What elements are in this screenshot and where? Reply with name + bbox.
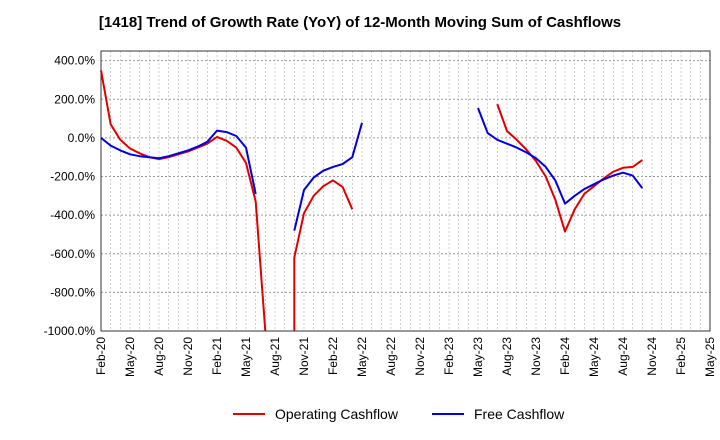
free-cashflow-line: [100, 129, 257, 195]
y-tick-label: -1000.0%: [44, 324, 96, 338]
x-tick-label: Aug-21: [268, 337, 282, 376]
x-tick-label: Feb-22: [326, 337, 340, 375]
x-tick-label: Nov-23: [529, 337, 543, 376]
y-tick-label: -200.0%: [50, 170, 95, 184]
plot-border: [100, 50, 711, 332]
x-tick-label: Aug-23: [500, 337, 514, 376]
x-tick-label: May-21: [239, 337, 253, 377]
legend-item-operating-cashflow: Operating Cashflow: [233, 404, 398, 424]
free-cashflow-line: [293, 122, 363, 231]
x-tick-label: Aug-20: [152, 337, 166, 376]
x-tick-label: Feb-21: [210, 337, 224, 375]
legend-item-free-cashflow: Free Cashflow: [432, 404, 564, 424]
x-tick-label: Feb-24: [558, 337, 572, 375]
x-tick-label: May-24: [587, 337, 601, 377]
axes: [100, 50, 711, 332]
x-tick-label: Feb-25: [674, 337, 688, 375]
x-tick-label: Feb-20: [94, 337, 108, 375]
y-tick-label: 400.0%: [54, 54, 95, 68]
legend-label-free: Free Cashflow: [474, 406, 565, 422]
operating-cashflow-line: [496, 103, 643, 233]
x-tick-label: Nov-24: [645, 337, 659, 376]
legend-swatch-free: [432, 413, 464, 415]
x-tick-label: May-20: [123, 337, 137, 377]
y-tick-label: -800.0%: [50, 285, 95, 299]
x-tick-label: Feb-23: [442, 337, 456, 375]
y-tick-label: 0.0%: [68, 131, 96, 145]
legend-swatch-operating: [233, 413, 265, 415]
x-tick-label: Aug-22: [384, 337, 398, 376]
y-tick-label: -600.0%: [50, 247, 95, 261]
x-tick-label: Aug-24: [616, 337, 630, 376]
legend-label-operating: Operating Cashflow: [275, 406, 398, 422]
data-series: [100, 70, 644, 332]
x-tick-label: May-22: [355, 337, 369, 377]
free-cashflow-line: [477, 107, 644, 205]
x-tick-label: May-25: [703, 337, 717, 377]
y-tick-label: 200.0%: [54, 92, 95, 106]
x-tick-labels: Feb-20 May-20 Aug-20 Nov-20 Feb-21 May-21 Aug-…: [94, 337, 717, 377]
chart-title: [1418] Trend of Growth Rate (YoY) of 12-…: [98, 14, 622, 31]
x-tick-label: Nov-20: [181, 337, 195, 376]
x-tick-label: May-23: [471, 337, 485, 377]
operating-cashflow-line: [293, 179, 354, 331]
y-tick-labels: 400.0% 200.0% 0.0% -200.0% -400.0% -600.0% -80…: [44, 54, 96, 338]
x-tick-label: Nov-21: [297, 337, 311, 376]
y-tick-label: -400.0%: [50, 208, 95, 222]
grid-lines: [100, 51, 711, 332]
x-tick-label: Nov-22: [413, 337, 427, 376]
